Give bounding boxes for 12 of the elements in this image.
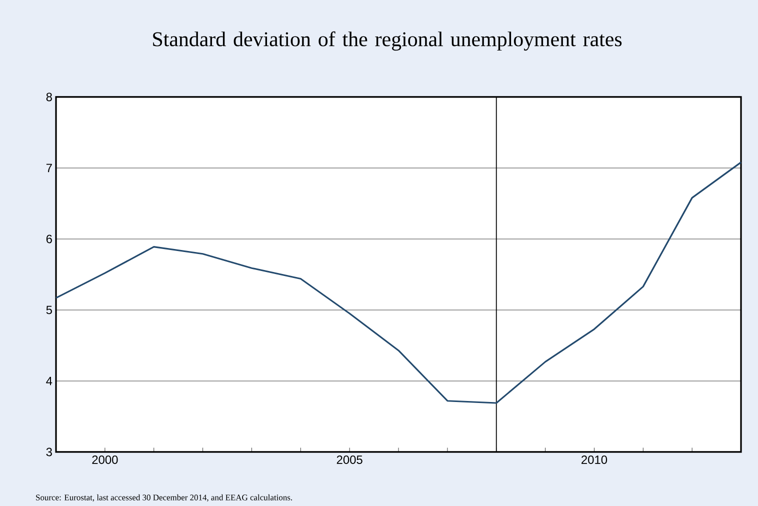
source-note: Source: Eurostat, last accessed 30 December 2014, and EEAG calculations. [36, 494, 292, 502]
x-tick-label: 2005 [336, 456, 362, 464]
y-tick-label: 3 [46, 448, 52, 456]
x-tick-label: 2010 [582, 456, 608, 464]
y-tick-label: 4 [46, 376, 52, 386]
y-tick-label: 5 [46, 306, 52, 314]
x-tick-label: 2000 [92, 456, 118, 464]
line-series [55, 162, 742, 404]
y-tick-label: 7 [46, 164, 52, 172]
y-tick-label: 6 [46, 234, 52, 244]
chart-title: Standard deviation of the regional unemployment rates [153, 31, 622, 51]
y-tick-label: 8 [46, 92, 52, 102]
